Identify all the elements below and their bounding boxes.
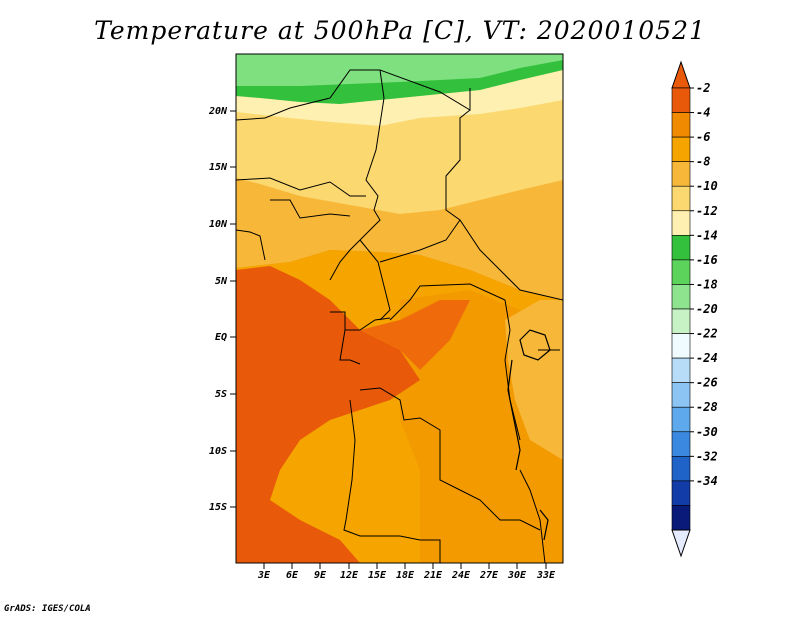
- band-minus4b: [360, 300, 470, 370]
- legend-boxes: [671, 87, 691, 531]
- legend-swatch: [671, 456, 691, 482]
- legend-swatch: [671, 161, 691, 187]
- legend-swatch: [671, 259, 691, 285]
- legend-label: -18: [696, 277, 718, 291]
- map-title: Temperature at 500hPa [C], VT: 202001052…: [94, 16, 706, 45]
- map-frame: [235, 53, 564, 564]
- legend-swatch: [671, 136, 691, 162]
- legend-swatch: [671, 333, 691, 359]
- legend-labels: -2 -4 -6 -8 -10 -12 -14 -16 -18 -20 -22 -24 -26 -28 -3…: [690, 81, 718, 488]
- lon-label: 27E: [479, 570, 499, 581]
- lat-label: 5N: [215, 276, 228, 287]
- lat-label: 15S: [209, 502, 227, 513]
- legend-swatch: [671, 308, 691, 334]
- legend-label: -26: [696, 376, 718, 390]
- legend-swatch: [671, 406, 691, 433]
- legend-label: -34: [696, 474, 718, 488]
- country-borders: [236, 69, 563, 563]
- band-minus4: [236, 266, 420, 563]
- lat-label: 10S: [209, 446, 227, 457]
- lon-label: 33E: [536, 570, 556, 581]
- lat-label: 15N: [209, 162, 228, 173]
- lat-label: 20N: [208, 106, 228, 117]
- legend-label: -30: [696, 425, 718, 439]
- legend-swatch: [671, 505, 691, 531]
- longitude-axis: 3E 6E 9E 12E 15E 18E 21E 24E 27E 30E 33E: [257, 563, 556, 581]
- lakes: [507, 329, 551, 541]
- legend-label: -14: [696, 228, 718, 242]
- legend-label: -8: [696, 155, 710, 169]
- legend-label: -20: [696, 302, 718, 316]
- legend-label: -12: [696, 204, 718, 218]
- legend-label: -32: [696, 449, 718, 463]
- band-minus16: [236, 54, 563, 86]
- latitude-axis: 20N 15N 10N 5N EQ 5S 10S 15S: [208, 106, 236, 513]
- legend-label: -22: [696, 327, 718, 341]
- legend-label: -6: [696, 130, 710, 144]
- color-legend: -2 -4 -6 -8 -10 -12 -14 -16 -18 -20 -22 -24 -26 -28 -3…: [671, 60, 718, 558]
- lon-label: 3E: [257, 570, 271, 581]
- legend-swatch: [671, 382, 691, 408]
- legend-swatch: [671, 431, 691, 457]
- legend-swatch: [671, 210, 691, 236]
- lat-label: 10N: [209, 219, 228, 230]
- legend-label: -2: [696, 81, 710, 95]
- lat-label: 5S: [215, 389, 227, 400]
- lon-label: 18E: [396, 570, 415, 581]
- lon-label: 9E: [314, 570, 327, 581]
- lon-label: 24E: [451, 570, 471, 581]
- lon-label: 15E: [368, 570, 387, 581]
- temperature-field: [236, 54, 563, 563]
- legend-swatch: [671, 357, 691, 383]
- legend-label: -16: [696, 253, 718, 267]
- legend-label: -10: [696, 179, 718, 193]
- legend-swatch: [671, 112, 691, 138]
- legend-swatch: [671, 87, 691, 113]
- lat-label: EQ: [215, 332, 227, 343]
- lon-label: 6E: [286, 570, 299, 581]
- legend-label: -4: [696, 106, 710, 120]
- lon-label: 21E: [423, 570, 443, 581]
- legend-swatch: [671, 480, 691, 506]
- legend-label: -28: [696, 400, 718, 414]
- lon-label: 30E: [507, 570, 527, 581]
- lon-label: 12E: [340, 570, 359, 581]
- legend-swatch: [671, 185, 691, 212]
- legend-cap-bottom: [671, 529, 691, 558]
- legend-swatch: [671, 235, 691, 261]
- grads-credit: GrADS: IGES/COLA: [4, 604, 91, 614]
- legend-label: -24: [696, 351, 718, 365]
- legend-swatch: [671, 284, 691, 310]
- legend-cap-top: [671, 60, 691, 89]
